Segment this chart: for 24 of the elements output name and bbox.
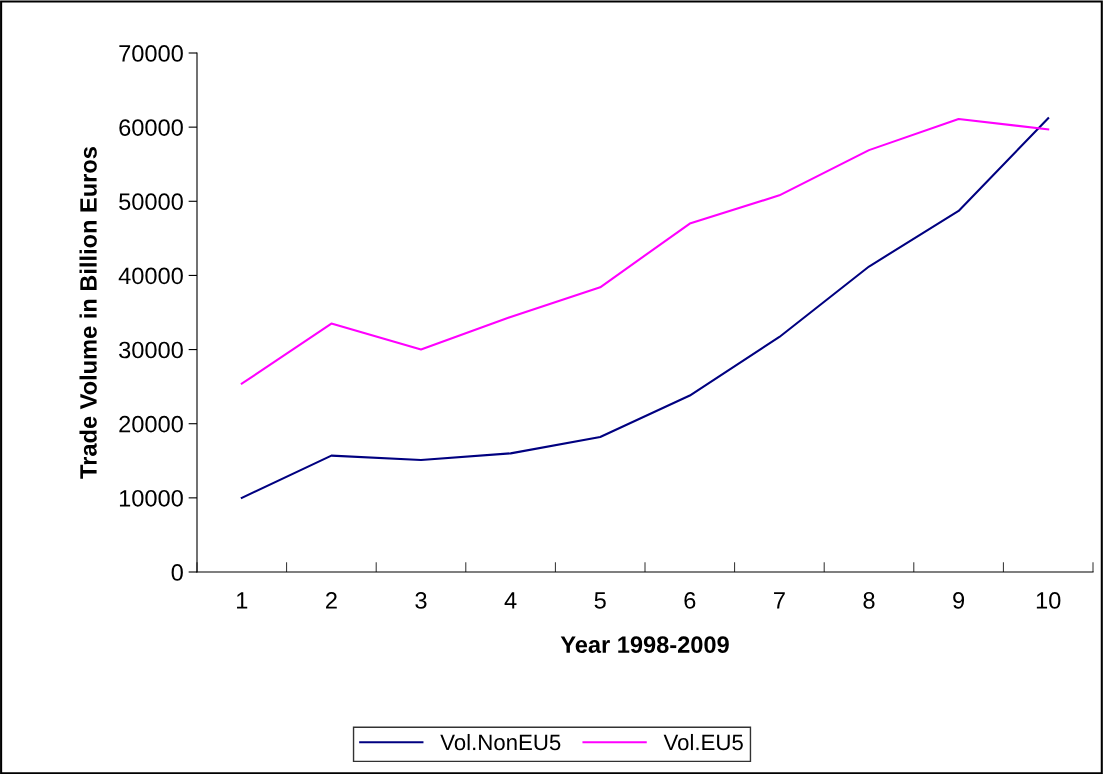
y-tick-label: 20000: [119, 415, 183, 433]
line-series: [240, 117, 1050, 499]
x-tick-label: 6: [684, 592, 696, 609]
x-tick-label: 7: [774, 592, 785, 609]
x-tick-label: 3: [415, 592, 427, 609]
y-tick-label: 60000: [119, 119, 183, 136]
y-tick-label: 40000: [118, 267, 183, 285]
legend-label: Vol.NonEU5: [440, 733, 561, 751]
y-axis-title: Trade Volume in Billion Euros: [79, 147, 97, 479]
x-tick-label: 8: [863, 592, 875, 609]
x-axis-title: Year 1998-2009: [560, 636, 729, 654]
y-tick-label: 0: [171, 564, 183, 581]
x-tick-label: 10: [1036, 592, 1061, 609]
x-tick-label: 4: [504, 592, 517, 609]
y-tick-label: 50000: [119, 193, 183, 211]
y-tick-label: 10000: [119, 489, 183, 507]
y-tick-label: 30000: [119, 341, 183, 359]
y-tick-label: 70000: [119, 45, 183, 62]
x-tick-label: 9: [953, 592, 965, 609]
x-tick-label: 1: [237, 592, 248, 609]
line-series: [240, 117, 1050, 385]
legend-label: Vol.EU5: [663, 733, 743, 751]
x-tick-label: 5: [594, 592, 606, 609]
x-tick-label: 2: [326, 592, 337, 609]
